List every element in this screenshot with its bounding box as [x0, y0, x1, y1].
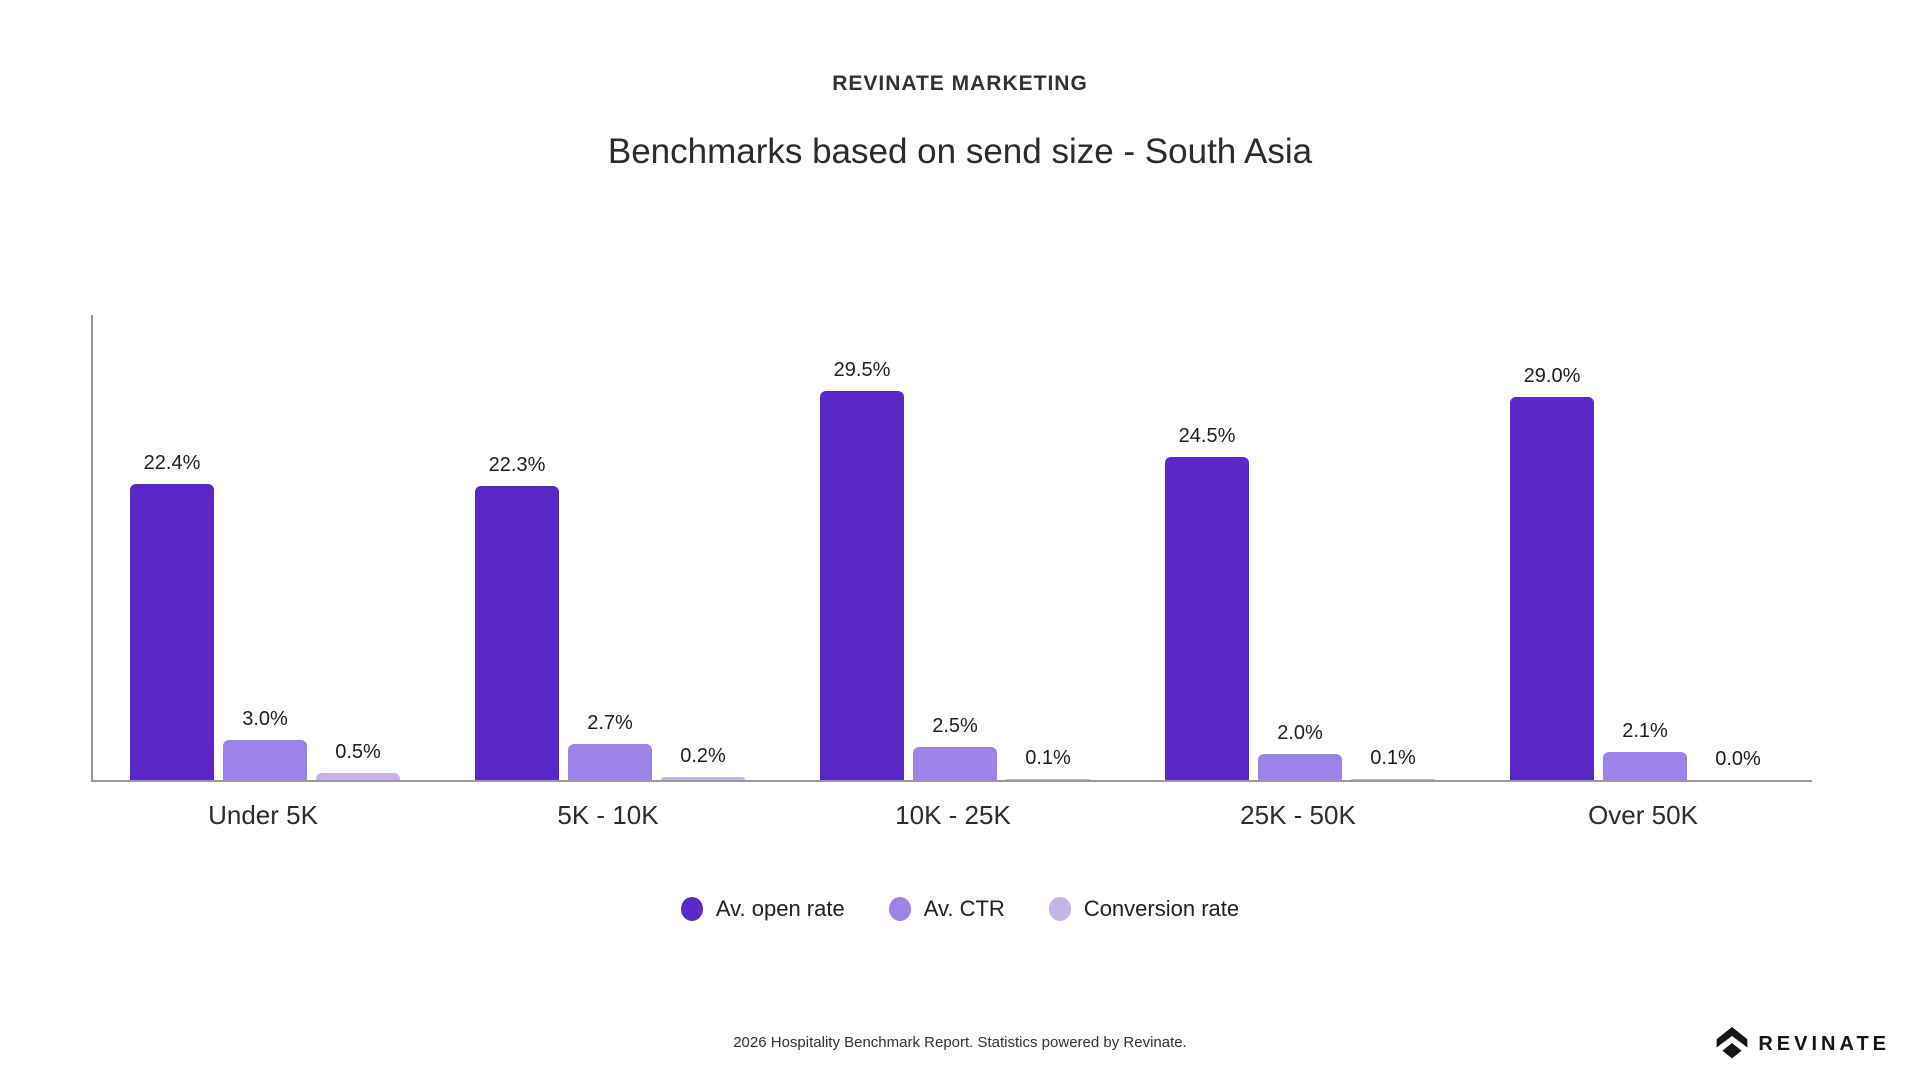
legend-swatch-icon — [1048, 897, 1071, 921]
x-axis-labels: Under 5K 5K - 10K 10K - 25K 25K - 50K Over 5… — [91, 800, 1812, 840]
bar-value-label: 2.1% — [1622, 720, 1668, 742]
legend-swatch-icon — [680, 897, 703, 921]
bar — [316, 773, 400, 780]
chart-legend: Av. open rate Av. CTR Conversion rate — [0, 896, 1920, 922]
bar-value-label: 29.5% — [833, 359, 891, 381]
revinate-logo: REVINATE — [1716, 1022, 1890, 1066]
bar — [1258, 754, 1342, 780]
legend-label: Conversion rate — [1083, 896, 1240, 921]
bar — [1351, 779, 1435, 780]
bar-value-label: 0.0% — [1715, 748, 1761, 770]
legend-item: Conversion rate — [1048, 896, 1240, 922]
bar — [1603, 752, 1687, 780]
category-label: 25K - 50K — [1240, 800, 1356, 830]
bar — [130, 484, 214, 780]
category-label: 5K - 10K — [557, 800, 659, 830]
category-label: 10K - 25K — [895, 800, 1011, 830]
footer-note: 2026 Hospitality Benchmark Report. Stati… — [733, 1034, 1187, 1051]
bar-value-label: 2.5% — [932, 715, 978, 737]
legend-swatch-icon — [888, 897, 911, 921]
bar-value-label: 3.0% — [242, 708, 288, 730]
legend-label: Av. CTR — [923, 896, 1005, 921]
bar — [475, 486, 559, 780]
bar-value-label: 2.0% — [1277, 722, 1323, 744]
bar — [1510, 397, 1594, 780]
legend-label: Av. open rate — [715, 896, 845, 921]
brand-label: REVINATE MARKETING — [832, 72, 1088, 95]
bar-value-label: 0.1% — [1025, 747, 1071, 769]
bar-value-label: 22.4% — [143, 452, 201, 474]
bar-value-label: 0.5% — [335, 741, 381, 763]
bar — [820, 391, 904, 780]
revinate-logo-text: REVINATE — [1758, 1032, 1890, 1055]
bar-value-label: 0.2% — [680, 745, 726, 767]
bar-value-label: 22.3% — [488, 454, 546, 476]
legend-item: Av. open rate — [680, 896, 845, 922]
bar — [1165, 457, 1249, 780]
page-title: Benchmarks based on send size - South As… — [607, 132, 1313, 171]
bar — [568, 744, 652, 780]
bar — [223, 740, 307, 780]
bar — [913, 747, 997, 780]
category-label: Under 5K — [208, 800, 318, 830]
category-label: Over 50K — [1588, 800, 1698, 830]
bar-value-label: 2.7% — [587, 712, 633, 734]
revinate-logo-icon — [1716, 1027, 1748, 1059]
legend-item: Av. CTR — [888, 896, 1005, 922]
bar-value-label: 29.0% — [1523, 365, 1581, 387]
bar-value-label: 0.1% — [1370, 747, 1416, 769]
bar — [661, 777, 745, 780]
bar-value-label: 24.5% — [1178, 425, 1236, 447]
chart-area: 22.4% 3.0% 0.5% 22.3% 2.7% 0.2% 29.5% 2.5% 0.1% 2… — [91, 315, 1812, 782]
bar — [1006, 779, 1090, 780]
